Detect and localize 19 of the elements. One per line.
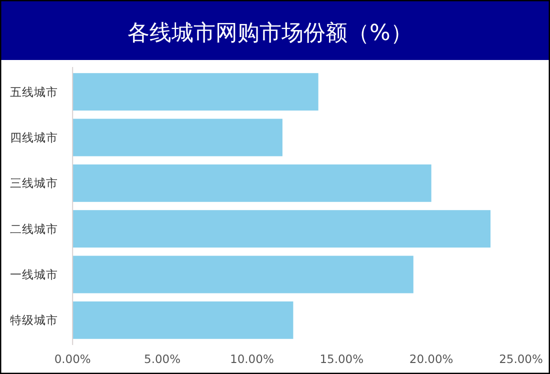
x-tick-label: 5.00%	[144, 352, 181, 366]
y-tick-label: 特级城市	[10, 313, 58, 328]
bar	[72, 164, 432, 202]
bar	[72, 73, 318, 111]
chart-title: 各线城市网购市场份额（%）	[128, 21, 412, 46]
y-tick-label: 五线城市	[10, 84, 58, 99]
bar	[72, 118, 282, 156]
x-tick-label: 10.00%	[230, 352, 274, 366]
bar	[72, 301, 294, 339]
y-tick-label: 二线城市	[10, 222, 58, 236]
x-tick-label: 20.00%	[409, 352, 454, 366]
x-tick-label: 25.00%	[499, 352, 543, 366]
bar	[72, 256, 414, 294]
bar	[72, 210, 491, 248]
y-tick-label: 四线城市	[10, 130, 58, 144]
x-tick-label: 0.00%	[54, 352, 91, 366]
x-tick-label: 15.00%	[320, 352, 364, 366]
y-tick-label: 三线城市	[10, 176, 58, 190]
y-tick-label: 一线城市	[10, 268, 58, 282]
